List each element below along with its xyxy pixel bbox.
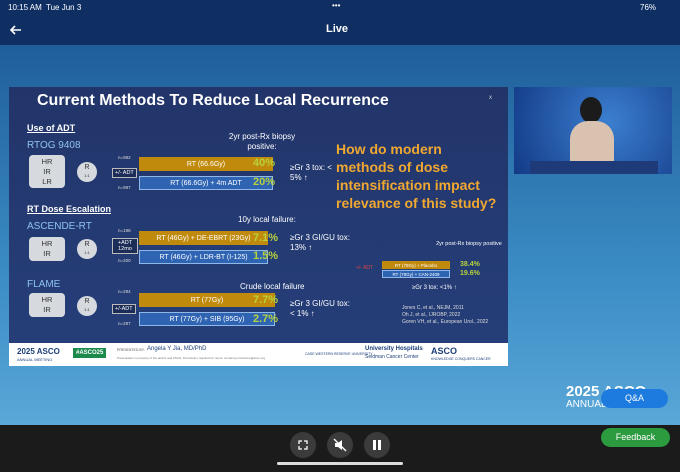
section-heading: Use of ADT bbox=[27, 123, 76, 133]
speaker-video bbox=[514, 87, 672, 174]
reference: Goren VH, et al., European Urol., 2022 bbox=[402, 319, 489, 325]
asco: ASCO bbox=[431, 346, 458, 356]
n: n=287 bbox=[118, 321, 131, 326]
n: n=198 bbox=[118, 228, 131, 233]
n: n=987 bbox=[118, 185, 131, 190]
brand-sub: ANNUAL bbox=[566, 399, 607, 410]
mute-button[interactable] bbox=[327, 432, 353, 458]
arm-bar: RT (46Gy) + DE-EBRT (23Gy) bbox=[139, 231, 268, 245]
group: IR bbox=[43, 249, 51, 258]
home-indicator bbox=[277, 462, 403, 465]
n: n=284 bbox=[118, 289, 131, 294]
endpoint: 10y local failure: bbox=[238, 215, 296, 224]
slide-title: Current Methods To Reduce Local Recurren… bbox=[37, 92, 389, 109]
ratio: 1:1 bbox=[84, 250, 90, 255]
presented-by: PRESENTED BY: bbox=[117, 348, 145, 352]
randomize: R 1:1 bbox=[77, 296, 97, 316]
group-box: HR IR LR bbox=[29, 155, 65, 188]
meeting: 2025 ASCO bbox=[17, 347, 60, 356]
fullscreen-button[interactable] bbox=[290, 432, 316, 458]
arm-bar: RT (66.6Gy) bbox=[139, 157, 273, 171]
r: R bbox=[84, 241, 90, 248]
close-mark: x bbox=[489, 95, 492, 101]
uh: University Hospitals bbox=[365, 346, 423, 352]
slide-footer bbox=[9, 343, 508, 366]
endpoint: 2yr post-Rx biopsy positive: bbox=[228, 132, 296, 151]
trial-name: ASCENDE-RT bbox=[27, 221, 92, 232]
trial-name: FLAME bbox=[27, 279, 61, 290]
asco-sub: KNOWLEDGE CONQUERS CANCER bbox=[431, 357, 491, 361]
group: IR bbox=[43, 305, 51, 314]
case: CASE WESTERN RESERVE UNIVERSITY bbox=[305, 352, 373, 356]
endpoint: 2yr post-Rx biopsy positive bbox=[436, 241, 502, 247]
group-box: HR IR bbox=[29, 237, 65, 261]
group: IR bbox=[43, 167, 51, 176]
ratio: 1:1 bbox=[84, 307, 90, 312]
value: 2.7% bbox=[253, 313, 279, 325]
reference: Jones C, et al., NEJM, 2011 bbox=[402, 305, 464, 311]
qa-button[interactable]: Q&A bbox=[601, 389, 668, 408]
arm-bar: RT (66.6Gy) + 4m ADT bbox=[139, 176, 273, 190]
feedback-button[interactable]: Feedback bbox=[601, 428, 670, 447]
reference: Oh J, et al., IJROBP, 2022 bbox=[402, 312, 461, 318]
randomize: R 1:1 bbox=[77, 162, 97, 182]
value: 1.5% bbox=[253, 250, 279, 262]
tox: ≥Gr 3 tox: < 5% ↑ bbox=[290, 163, 332, 182]
notice: Presentation is property of the author a… bbox=[117, 356, 266, 360]
tox: ≥Gr 3 GI/GU tox: 13% ↑ bbox=[290, 233, 350, 252]
time: 10:15 AM bbox=[8, 3, 42, 12]
back-button[interactable] bbox=[9, 23, 23, 37]
value: 20% bbox=[253, 176, 276, 188]
dots: ••• bbox=[332, 1, 341, 10]
value: 7.1% bbox=[253, 232, 279, 244]
tox: ≥Gr 3 tox: <1% ↑ bbox=[412, 285, 457, 291]
value: 38.4% bbox=[460, 261, 480, 268]
group-box: HR IR bbox=[29, 293, 65, 317]
group: HR bbox=[41, 239, 53, 248]
arm-bar: RT (78Gy) + CAN-2409 bbox=[382, 270, 450, 278]
arm-label: +/- ADT bbox=[112, 168, 137, 178]
trial-name: RTOG 9408 bbox=[27, 140, 81, 151]
header-title: Live bbox=[326, 23, 349, 35]
value: 40% bbox=[253, 157, 276, 169]
top-bar bbox=[0, 0, 680, 45]
group: HR bbox=[41, 157, 53, 166]
presenter: Angela Y Jia, MD/PhD bbox=[147, 346, 207, 352]
arm-bar: RT (77Gy) + SIB (95Gy) bbox=[139, 312, 275, 326]
battery: 76% bbox=[640, 3, 657, 12]
arm-label: +/- ADT bbox=[356, 265, 374, 271]
slide: Current Methods To Reduce Local Recurren… bbox=[9, 87, 508, 366]
section-heading: RT Dose Escalation bbox=[27, 204, 112, 214]
question: How do modern methods of dose intensific… bbox=[336, 141, 497, 211]
n: n=992 bbox=[118, 155, 131, 160]
arm-label: +/-ADT bbox=[112, 304, 136, 314]
randomize: R 1:1 bbox=[77, 239, 97, 259]
n: n=200 bbox=[118, 258, 131, 263]
uh-sub: Seidman Cancer Center bbox=[365, 354, 419, 360]
group: LR bbox=[42, 177, 52, 186]
references: Jones C, et al., NEJM, 2011 Oh J, et al.,… bbox=[402, 305, 488, 326]
date: Tue Jun 3 bbox=[46, 3, 82, 12]
value: 19.6% bbox=[460, 270, 480, 277]
arm-bar: RT (78Gy) + Placebo bbox=[382, 261, 450, 269]
meeting-sub: ANNUAL MEETING bbox=[17, 357, 53, 362]
r: R bbox=[84, 164, 90, 171]
tox: ≥Gr 3 GI/GU tox: < 1% ↑ bbox=[290, 299, 350, 318]
arm-bar: RT (77Gy) bbox=[139, 293, 275, 307]
group: HR bbox=[41, 295, 53, 304]
arm-bar: RT (46Gy) + LDR-BT (I-125) bbox=[139, 250, 268, 264]
arm-label: +ADT 12mo bbox=[112, 238, 138, 254]
value: 7.7% bbox=[253, 294, 279, 306]
ratio: 1:1 bbox=[84, 173, 90, 178]
pause-button[interactable] bbox=[364, 432, 390, 458]
hashtag: #ASCO25 bbox=[73, 348, 107, 358]
endpoint: Crude local failure bbox=[240, 282, 305, 291]
r: R bbox=[84, 298, 90, 305]
